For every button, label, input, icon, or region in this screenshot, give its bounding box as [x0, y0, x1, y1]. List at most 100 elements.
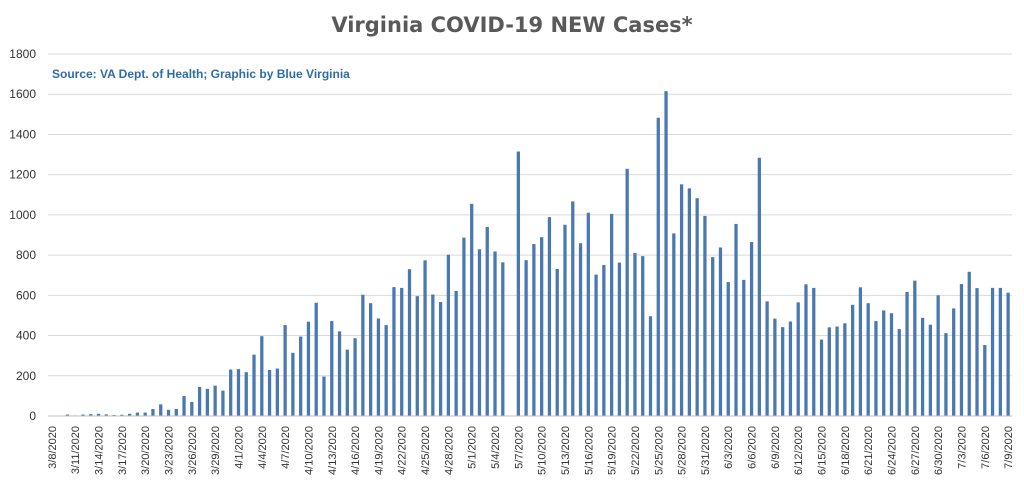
bar: [641, 256, 645, 416]
bar: [454, 290, 458, 416]
bar: [594, 274, 598, 416]
bars: [50, 91, 1010, 417]
bar: [804, 284, 808, 416]
x-tick-label: 6/9/2020: [770, 426, 782, 469]
x-tick-label: 5/7/2020: [513, 426, 525, 469]
bar: [314, 302, 318, 416]
x-tick-label: 3/20/2020: [140, 426, 152, 475]
bar: [664, 91, 668, 417]
x-tick-label: 4/10/2020: [303, 426, 315, 475]
bar: [703, 215, 707, 416]
x-tick-label: 4/7/2020: [280, 426, 292, 469]
bar: [905, 291, 909, 416]
bar: [337, 331, 342, 416]
x-tick-label: 6/30/2020: [933, 426, 945, 475]
bar: [462, 237, 466, 416]
y-axis-ticks: 0 200 400 600 800 1000 1200 1400 1600 1800: [9, 47, 36, 423]
x-tick-label: 6/18/2020: [840, 426, 852, 475]
bar: [874, 321, 878, 416]
bar: [135, 412, 140, 416]
bar: [205, 388, 210, 416]
y-tick-label: 1400: [9, 127, 36, 141]
bar: [407, 269, 412, 416]
x-axis-ticks: 3/8/2020 3/11/2020 3/14/2020 3/17/2020 3/20/…: [47, 426, 1015, 475]
bar: [345, 349, 349, 416]
bar: [65, 414, 70, 416]
bar: [229, 369, 233, 416]
bar: [236, 369, 241, 416]
chart-title: Virginia COVID-19 NEW Cases*: [331, 13, 692, 37]
bar: [446, 254, 451, 416]
bar: [524, 260, 528, 416]
bar: [376, 318, 381, 416]
x-tick-label: 6/6/2020: [747, 426, 759, 469]
y-tick-label: 800: [16, 248, 36, 262]
y-tick-label: 1600: [9, 87, 36, 101]
bar: [586, 212, 590, 416]
bar: [843, 323, 847, 416]
bar: [882, 310, 886, 416]
bar: [851, 304, 855, 416]
bar: [540, 237, 544, 416]
bar: [866, 303, 870, 416]
x-tick-label: 4/28/2020: [443, 426, 455, 475]
x-tick-label: 7/3/2020: [956, 426, 968, 469]
x-tick-label: 6/21/2020: [863, 426, 875, 475]
x-tick-label: 3/29/2020: [210, 426, 222, 475]
bar: [89, 414, 93, 416]
bar: [718, 247, 723, 416]
bar: [679, 184, 684, 416]
bar: [672, 233, 676, 416]
x-tick-label: 4/22/2020: [397, 426, 409, 475]
bar: [617, 262, 622, 416]
x-tick-label: 4/1/2020: [233, 426, 245, 469]
bar: [438, 301, 443, 416]
bar: [788, 321, 793, 416]
bar: [975, 288, 979, 416]
x-tick-label: 5/10/2020: [537, 426, 549, 475]
bar: [687, 188, 692, 416]
x-tick-label: 6/3/2020: [723, 426, 735, 469]
bar: [983, 345, 987, 416]
bar: [610, 213, 614, 416]
bar: [656, 117, 660, 416]
x-tick-label: 3/14/2020: [94, 426, 106, 475]
bar: [275, 368, 279, 416]
bar: [757, 157, 761, 416]
bar: [928, 324, 933, 416]
bar: [835, 326, 839, 416]
bar: [283, 325, 287, 416]
bar: [571, 201, 575, 416]
bar: [369, 303, 373, 416]
x-tick-label: 4/4/2020: [257, 426, 269, 469]
bar: [602, 264, 606, 416]
bar: [493, 251, 497, 416]
bar: [299, 336, 303, 416]
bar: [252, 354, 256, 416]
bar: [516, 151, 520, 417]
x-tick-label: 4/25/2020: [420, 426, 432, 475]
bar: [749, 242, 754, 416]
bar: [322, 376, 326, 416]
x-tick-label: 6/24/2020: [887, 426, 899, 475]
chart-subtitle: Source: VA Dept. of Health; Graphic by B…: [52, 67, 350, 81]
x-tick-label: 5/31/2020: [700, 426, 712, 475]
bar: [555, 268, 559, 416]
x-tick-label: 6/27/2020: [910, 426, 922, 475]
bar: [159, 404, 163, 416]
bar: [96, 413, 101, 416]
bar: [174, 408, 178, 416]
x-tick-label: 5/19/2020: [607, 426, 619, 475]
bar: [563, 224, 567, 416]
bar: [944, 333, 948, 416]
x-tick-label: 3/23/2020: [164, 426, 176, 475]
y-tick-label: 0: [29, 409, 36, 423]
bar: [244, 372, 248, 416]
x-tick-label: 3/26/2020: [187, 426, 199, 475]
x-tick-label: 5/22/2020: [630, 426, 642, 475]
bar: [812, 287, 816, 416]
bar: [967, 271, 971, 416]
y-tick-label: 600: [16, 288, 36, 302]
bar: [392, 287, 396, 416]
